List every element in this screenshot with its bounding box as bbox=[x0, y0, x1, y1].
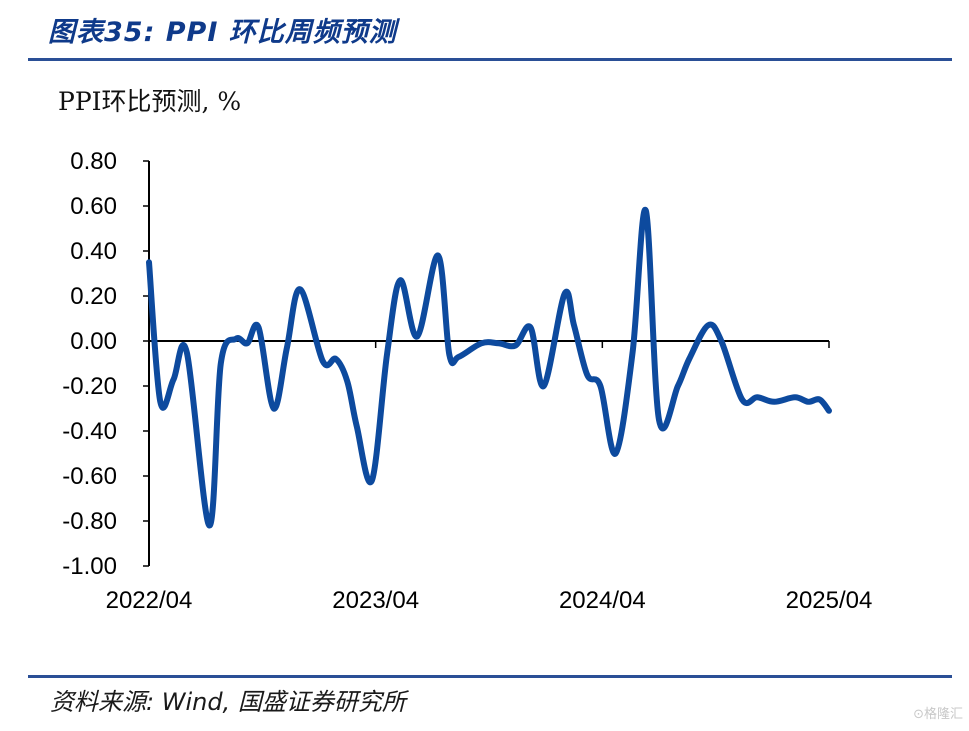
source-note: 资料来源: Wind, 国盛证券研究所 bbox=[50, 688, 406, 716]
x-tick-label: 2024/04 bbox=[559, 587, 646, 614]
y-tick-label: 0.20 bbox=[70, 283, 117, 310]
y-tick-label: -1.00 bbox=[62, 553, 117, 580]
series-group bbox=[146, 207, 832, 529]
x-tick-label: 2023/04 bbox=[332, 587, 419, 614]
y-axis-ticks: 0.80 0.60 0.40 0.20 0.00 -0.20 -0.40 -0.60 -0.80… bbox=[62, 148, 149, 580]
series-line-0 bbox=[146, 207, 832, 529]
figure-title: 图表35: PPI 环比周频预测 bbox=[48, 17, 397, 48]
y-tick-label: -0.60 bbox=[62, 463, 117, 490]
y-tick-label: 0.60 bbox=[70, 193, 117, 220]
y-tick-label: -0.80 bbox=[62, 508, 117, 535]
x-tick-label: 2025/04 bbox=[786, 587, 873, 614]
y-tick-label: 0.00 bbox=[70, 328, 117, 355]
y-tick-label: -0.20 bbox=[62, 373, 117, 400]
top-divider bbox=[28, 58, 952, 61]
bottom-divider bbox=[28, 675, 952, 678]
y-tick-label: -0.40 bbox=[62, 418, 117, 445]
x-axis-ticks: 2022/04 2023/04 2024/04 2025/04 bbox=[106, 341, 873, 614]
watermark-logo: ⊙格隆汇 bbox=[913, 707, 963, 722]
y-axis-label: PPI环比预测, % bbox=[58, 87, 242, 116]
y-tick-label: 0.40 bbox=[70, 238, 117, 265]
y-tick-label: 0.80 bbox=[70, 148, 117, 175]
x-tick-label: 2022/04 bbox=[106, 587, 193, 614]
